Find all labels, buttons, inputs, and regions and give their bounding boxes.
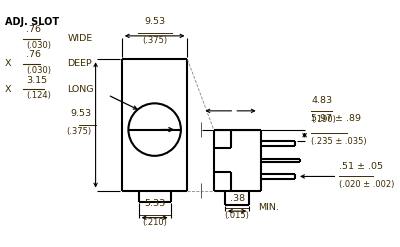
Text: .38: .38 [230,194,245,203]
Text: (.124): (.124) [26,91,51,100]
Text: (.375): (.375) [142,36,167,45]
Text: ADJ. SLOT: ADJ. SLOT [5,17,59,27]
Text: (.030): (.030) [26,66,51,75]
Text: MIN.: MIN. [258,203,279,212]
Text: LONG: LONG [68,85,94,94]
Text: .51 ± .05: .51 ± .05 [339,162,383,171]
Text: X: X [5,85,11,94]
Text: (.015): (.015) [225,211,250,220]
Text: WIDE: WIDE [68,34,93,43]
Text: 9.53: 9.53 [71,109,92,118]
Text: (.190): (.190) [311,115,336,124]
Text: 5.33: 5.33 [144,199,165,208]
Text: .76: .76 [26,50,41,59]
Text: .76: .76 [26,25,41,34]
Text: (.030): (.030) [26,41,51,50]
Text: (.235 ± .035): (.235 ± .035) [311,137,367,146]
Text: 4.83: 4.83 [311,96,332,105]
Text: (.020 ± .002): (.020 ± .002) [339,180,395,189]
Text: (.210): (.210) [142,218,167,227]
Text: X: X [5,60,11,68]
Text: 5.97 ± .89: 5.97 ± .89 [311,114,361,123]
Text: DEEP: DEEP [68,60,92,68]
Text: 3.15: 3.15 [26,76,47,85]
Text: (.375): (.375) [67,127,92,136]
Text: 9.53: 9.53 [144,18,165,26]
